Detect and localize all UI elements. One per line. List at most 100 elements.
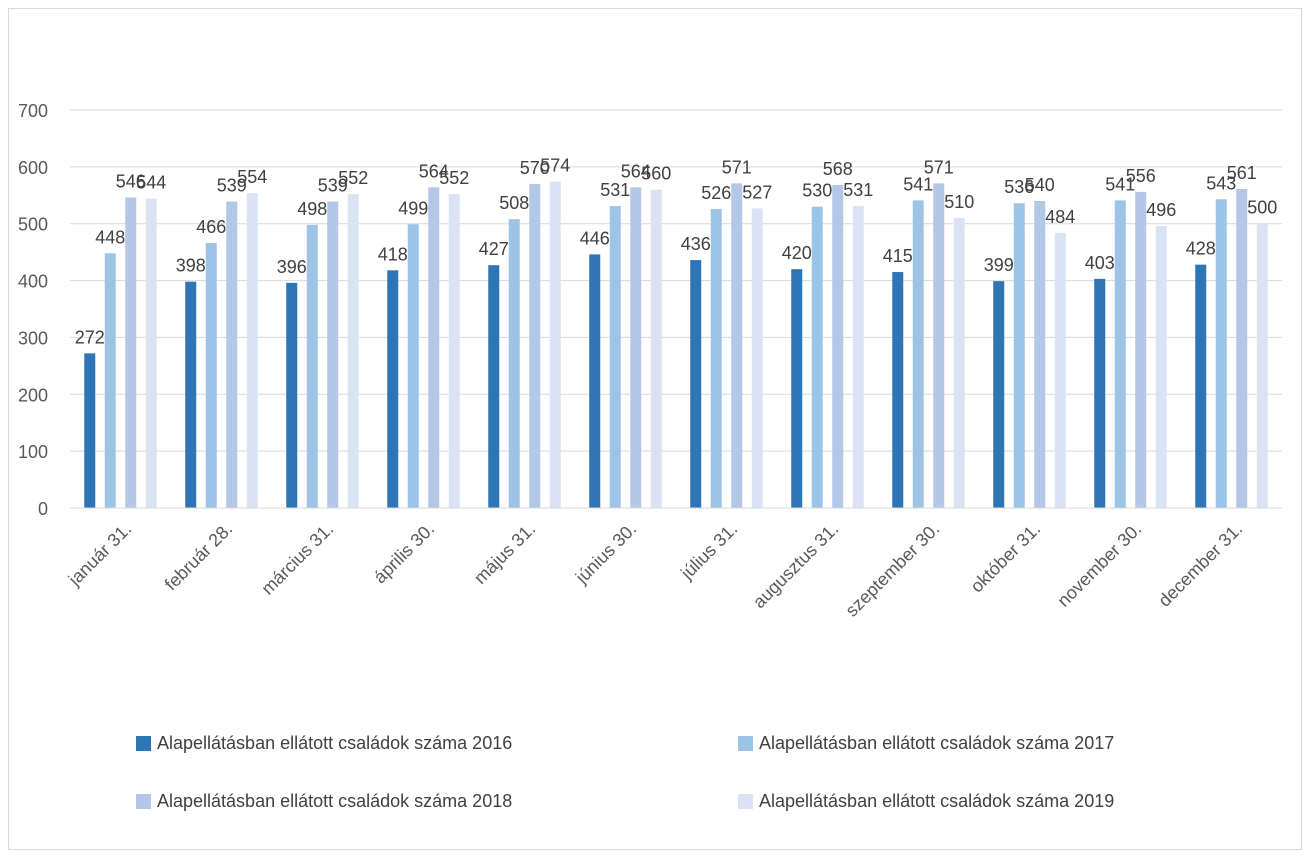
y-tick-label: 200 xyxy=(18,385,48,405)
bar xyxy=(1013,203,1025,508)
data-label: 526 xyxy=(701,183,731,203)
data-label: 272 xyxy=(75,327,105,347)
bar xyxy=(1155,225,1167,508)
x-tick-label: május 31. xyxy=(470,519,539,588)
data-label: 484 xyxy=(1045,207,1075,227)
data-label: 552 xyxy=(338,168,368,188)
data-label: 570 xyxy=(520,158,550,178)
x-tick-label: január 31. xyxy=(64,519,135,590)
y-tick-label: 700 xyxy=(18,101,48,121)
data-label: 436 xyxy=(681,234,711,254)
bar xyxy=(246,193,258,509)
bar xyxy=(993,281,1005,508)
bar xyxy=(125,197,137,508)
data-label: 568 xyxy=(823,159,853,179)
bars xyxy=(84,181,1268,509)
y-axis-ticks: 0 100 200 300 400 500 600 700 xyxy=(18,101,48,519)
data-label: 466 xyxy=(196,217,226,237)
data-label: 546 xyxy=(116,172,146,192)
bar xyxy=(1094,278,1106,508)
data-label: 571 xyxy=(722,157,752,177)
x-tick-label: november 30. xyxy=(1053,519,1145,611)
data-label: 531 xyxy=(843,180,873,200)
bar xyxy=(428,187,440,508)
data-label: 446 xyxy=(580,228,610,248)
bar xyxy=(710,208,722,508)
data-label: 543 xyxy=(1206,173,1236,193)
x-tick-label: április 30. xyxy=(370,519,439,588)
data-label: 544 xyxy=(136,173,166,193)
x-tick-label: augusztus 31. xyxy=(749,519,842,612)
data-label: 574 xyxy=(540,156,570,176)
data-label: 541 xyxy=(1105,174,1135,194)
data-label: 399 xyxy=(984,255,1014,275)
data-label: 536 xyxy=(1004,177,1034,197)
y-tick-label: 600 xyxy=(18,158,48,178)
data-label: 539 xyxy=(217,176,247,196)
data-label: 448 xyxy=(95,227,125,247)
data-label: 420 xyxy=(782,243,812,263)
x-tick-label: október 31. xyxy=(967,519,1045,597)
bar xyxy=(327,201,339,509)
data-label: 540 xyxy=(1025,175,1055,195)
bar xyxy=(953,218,965,508)
data-label: 541 xyxy=(903,174,933,194)
x-tick-label: június 30. xyxy=(571,519,640,588)
bar xyxy=(731,183,743,509)
bar xyxy=(933,183,945,509)
data-labels: 2724485465443984665395543964985395524184… xyxy=(75,156,1278,348)
data-label: 556 xyxy=(1126,166,1156,186)
data-label: 403 xyxy=(1085,253,1115,273)
bar xyxy=(306,224,318,508)
data-label: 498 xyxy=(297,199,327,219)
data-label: 510 xyxy=(944,192,974,212)
bar xyxy=(589,254,601,508)
bar xyxy=(892,272,904,508)
bar xyxy=(226,201,238,509)
bar xyxy=(448,194,460,509)
x-tick-label: február 28. xyxy=(161,519,237,595)
y-tick-label: 300 xyxy=(18,328,48,348)
y-tick-label: 100 xyxy=(18,442,48,462)
bar xyxy=(1236,189,1248,508)
bar xyxy=(488,265,500,508)
data-label: 530 xyxy=(802,181,832,201)
y-tick-label: 500 xyxy=(18,215,48,235)
bar xyxy=(104,253,116,508)
data-label: 561 xyxy=(1227,163,1257,183)
data-label: 508 xyxy=(499,193,529,213)
bar xyxy=(1054,232,1066,508)
data-label: 554 xyxy=(237,167,267,187)
data-label: 571 xyxy=(924,157,954,177)
bar xyxy=(630,187,642,508)
bar xyxy=(205,243,217,508)
bar xyxy=(529,183,541,508)
data-label: 398 xyxy=(176,256,206,276)
bar xyxy=(751,208,763,508)
bar xyxy=(1256,223,1268,508)
bar xyxy=(832,185,844,508)
bar xyxy=(650,189,662,508)
bar xyxy=(508,219,520,508)
bar xyxy=(1195,264,1207,508)
bar xyxy=(1135,191,1147,509)
bar xyxy=(1034,200,1046,508)
bar xyxy=(912,200,924,508)
x-tick-label: július 31. xyxy=(676,519,741,584)
data-label: 496 xyxy=(1146,200,1176,220)
x-tick-label: december 31. xyxy=(1154,519,1246,611)
data-label: 499 xyxy=(398,198,428,218)
x-tick-label: március 31. xyxy=(257,519,337,599)
bar xyxy=(852,206,864,509)
bar xyxy=(690,260,702,508)
bar xyxy=(407,224,419,509)
y-tick-label: 400 xyxy=(18,272,48,292)
bar xyxy=(549,181,561,508)
bar xyxy=(387,270,399,508)
data-label: 427 xyxy=(479,239,509,259)
data-label: 564 xyxy=(621,161,651,181)
data-label: 539 xyxy=(318,176,348,196)
data-label: 428 xyxy=(1186,239,1216,259)
x-axis-ticks: január 31. február 28. március 31. április … xyxy=(64,507,1282,621)
